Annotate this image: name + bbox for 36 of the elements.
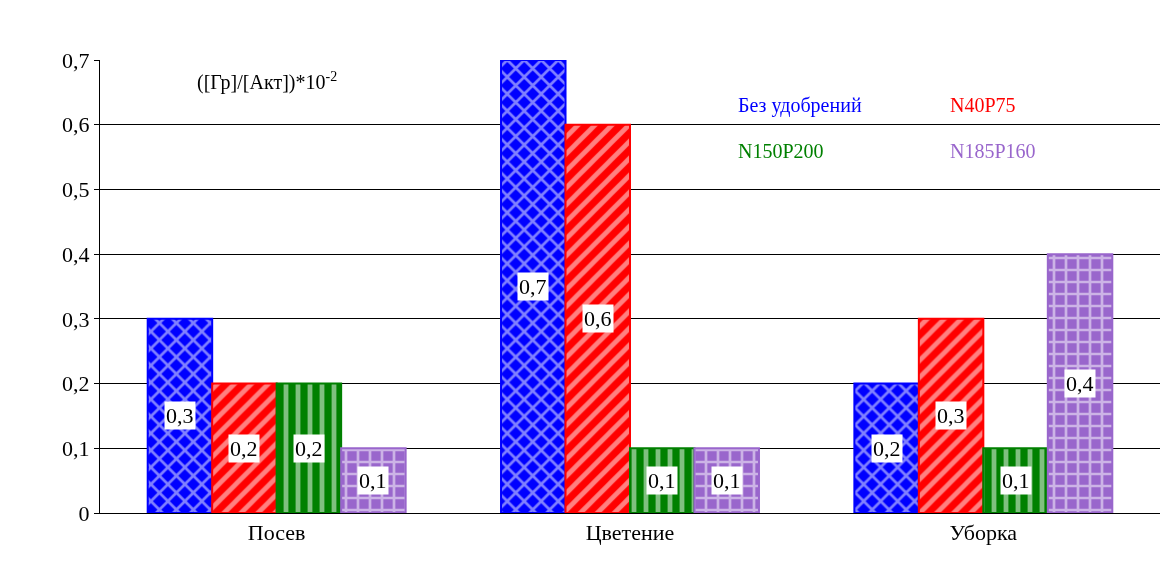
- bar: [917, 317, 985, 513]
- x-tick-label: Посев: [247, 520, 306, 546]
- data-label: 0,6: [584, 306, 612, 331]
- y-tick-label: 0,4: [62, 241, 90, 267]
- y-tick-label: 0: [78, 500, 90, 526]
- text: Без удобрений: [738, 94, 862, 117]
- y-tick-label: 0,2: [62, 371, 90, 397]
- x-tick-label: Уборка: [949, 520, 1018, 546]
- annotation: ([Гр]/[Акт])*10$^{-2}$: [197, 69, 338, 95]
- data-label: 0,1: [359, 468, 387, 493]
- bar: [853, 382, 920, 513]
- bar: [500, 60, 567, 513]
- data-label: 0,3: [166, 403, 194, 428]
- data-label: 0,2: [230, 436, 258, 461]
- bar: [146, 317, 214, 513]
- y-tick-label: 0,3: [62, 306, 90, 332]
- bar: [1046, 253, 1114, 513]
- data-label: 0,7: [519, 274, 547, 299]
- text: N150P200: [738, 140, 824, 162]
- y-tick-label: 0,7: [62, 47, 90, 73]
- bar: [564, 123, 631, 513]
- data-label: 0,1: [1002, 468, 1030, 493]
- y-tick-label: 0,1: [62, 435, 90, 461]
- data-label: 0,4: [1066, 371, 1094, 396]
- data-label: 0,1: [713, 468, 741, 493]
- text: N40P75: [950, 94, 1016, 116]
- y-tick-label: 0,5: [62, 177, 90, 203]
- x-tick-label: Цветение: [585, 520, 675, 546]
- data-label: 0,3: [937, 403, 965, 428]
- data-label: 0,1: [648, 468, 676, 493]
- data-label: 0,2: [873, 436, 901, 461]
- bar: [211, 382, 278, 513]
- y-tick-label: 0,6: [62, 112, 90, 138]
- data-label: 0,2: [295, 436, 323, 461]
- bar: [275, 382, 343, 513]
- text: N185P160: [950, 140, 1036, 162]
